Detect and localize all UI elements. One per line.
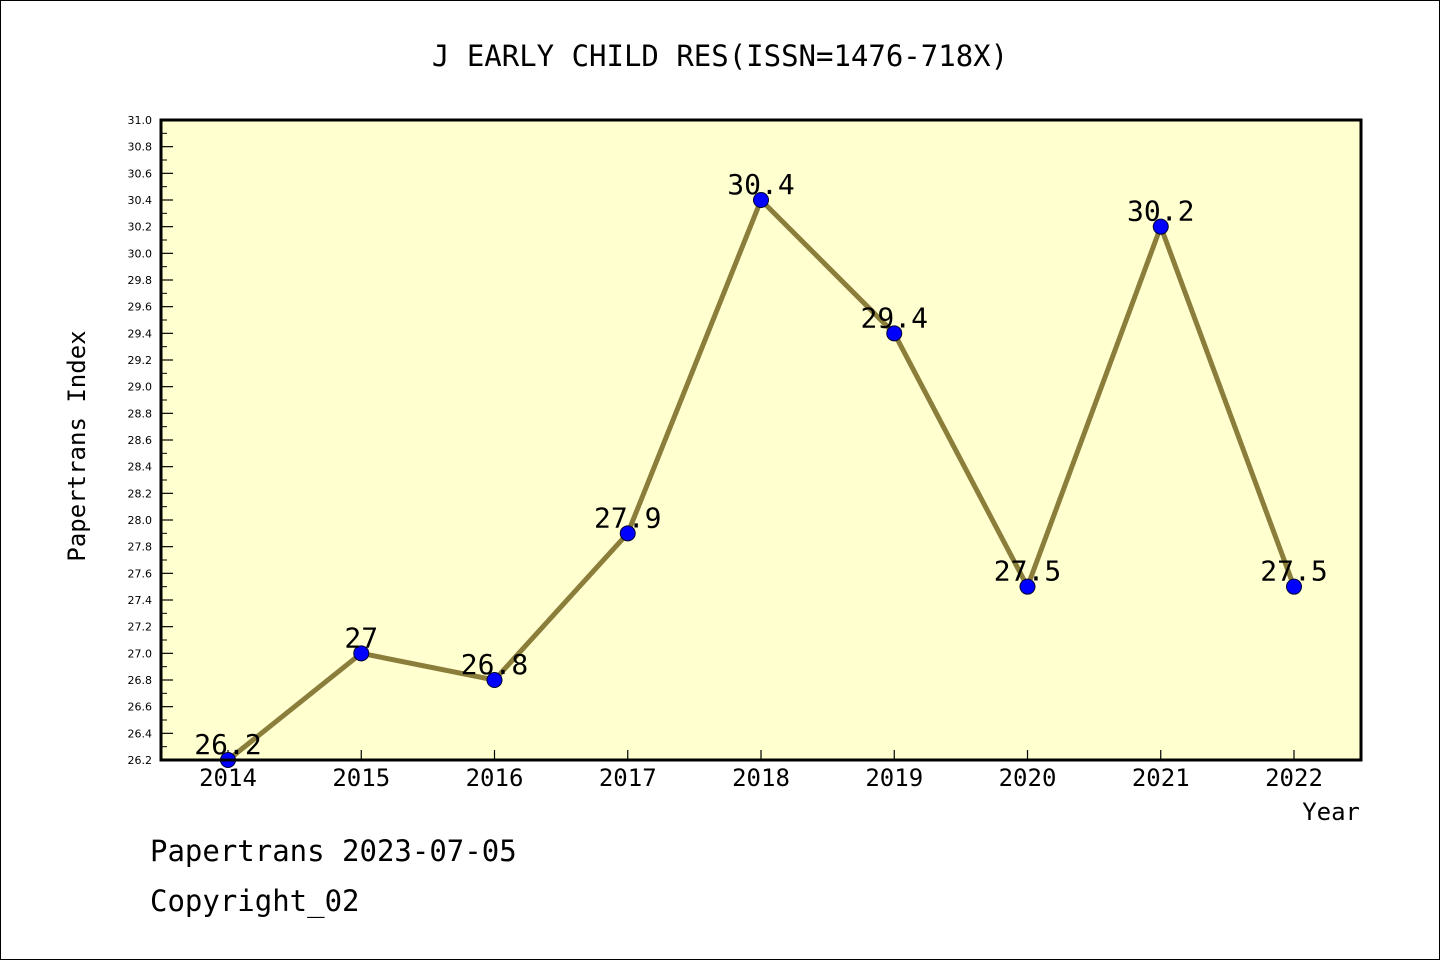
y-tick-label: 26.2 (128, 754, 153, 767)
y-tick-label: 30.4 (128, 194, 153, 207)
data-label: 27.5 (994, 555, 1061, 588)
data-label: 30.4 (727, 168, 794, 201)
data-label: 27.9 (594, 501, 661, 534)
data-label: 30.2 (1127, 195, 1194, 228)
y-tick-label: 28.6 (128, 434, 153, 447)
chart-title: J EARLY CHILD RES(ISSN=1476-718X) (432, 39, 1008, 73)
y-tick-label: 28.4 (128, 461, 153, 474)
footer-copyright: Copyright_02 (150, 884, 360, 918)
y-tick-label: 26.8 (128, 674, 153, 687)
y-tick-label: 27.0 (128, 647, 153, 660)
y-tick-label: 27.4 (128, 594, 153, 607)
y-tick-label: 29.8 (128, 274, 153, 287)
y-tick-label: 29.4 (128, 327, 153, 340)
data-point (486, 672, 503, 688)
x-tick-label: 2018 (732, 764, 790, 792)
y-tick-label: 28.2 (128, 487, 153, 500)
data-point (753, 192, 769, 208)
y-axis: 26.2 26.4 26.6 26.8 27.0 27.2 27.4 27.6 27.8 28.0… (128, 114, 173, 767)
data-point (1286, 578, 1302, 595)
series (220, 192, 1302, 768)
y-tick-label: 30.8 (128, 141, 153, 154)
x-tick-label: 2017 (599, 764, 657, 792)
data-point (1152, 218, 1169, 235)
data-label: 27.5 (1260, 555, 1327, 588)
data-label: 26.8 (461, 648, 528, 681)
y-tick-label: 26.6 (128, 701, 153, 714)
data-label: 27 (344, 621, 378, 654)
y-tick-label: 27.2 (128, 621, 153, 634)
y-tick-label: 28.8 (128, 407, 153, 420)
y-tick-label: 30.2 (128, 221, 153, 234)
y-tick-label: 30.6 (128, 167, 153, 180)
x-tick-label: 2021 (1132, 764, 1190, 792)
plot-border (159, 118, 1363, 762)
x-axis-label: Year (1302, 798, 1360, 826)
data-labels: 26.2 27 26.8 27.9 30.4 29.4 27.5 30.2 27.5 (194, 168, 1327, 761)
x-axis: 2014 2015 2016 2017 2018 2019 2020 2021 2022 (199, 750, 1323, 792)
x-tick-label: 2014 (199, 764, 257, 792)
y-tick-label: 27.6 (128, 567, 153, 580)
y-tick-label: 28.0 (128, 514, 153, 527)
y-tick-label: 29.0 (128, 381, 153, 394)
x-tick-label: 2015 (332, 764, 390, 792)
data-point (886, 325, 903, 342)
data-point (1019, 578, 1036, 595)
x-tick-label: 2022 (1265, 764, 1323, 792)
x-tick-label: 2020 (999, 764, 1057, 792)
x-tick-label: 2016 (466, 764, 524, 792)
y-tick-label: 26.4 (128, 727, 153, 740)
y-tick-label: 31.0 (128, 114, 153, 127)
y-tick-label: 29.6 (128, 301, 153, 314)
data-label: 26.2 (194, 728, 261, 761)
y-tick-label: 27.8 (128, 541, 153, 554)
footer-date: Papertrans 2023-07-05 (150, 834, 517, 868)
data-point (353, 645, 370, 662)
y-tick-label: 30.0 (128, 247, 153, 260)
data-label: 29.4 (861, 301, 928, 334)
data-point (619, 525, 636, 542)
y-axis-label: Papertrans Index (63, 330, 91, 561)
y-tick-label: 29.2 (128, 354, 153, 367)
x-tick-label: 2019 (865, 764, 923, 792)
